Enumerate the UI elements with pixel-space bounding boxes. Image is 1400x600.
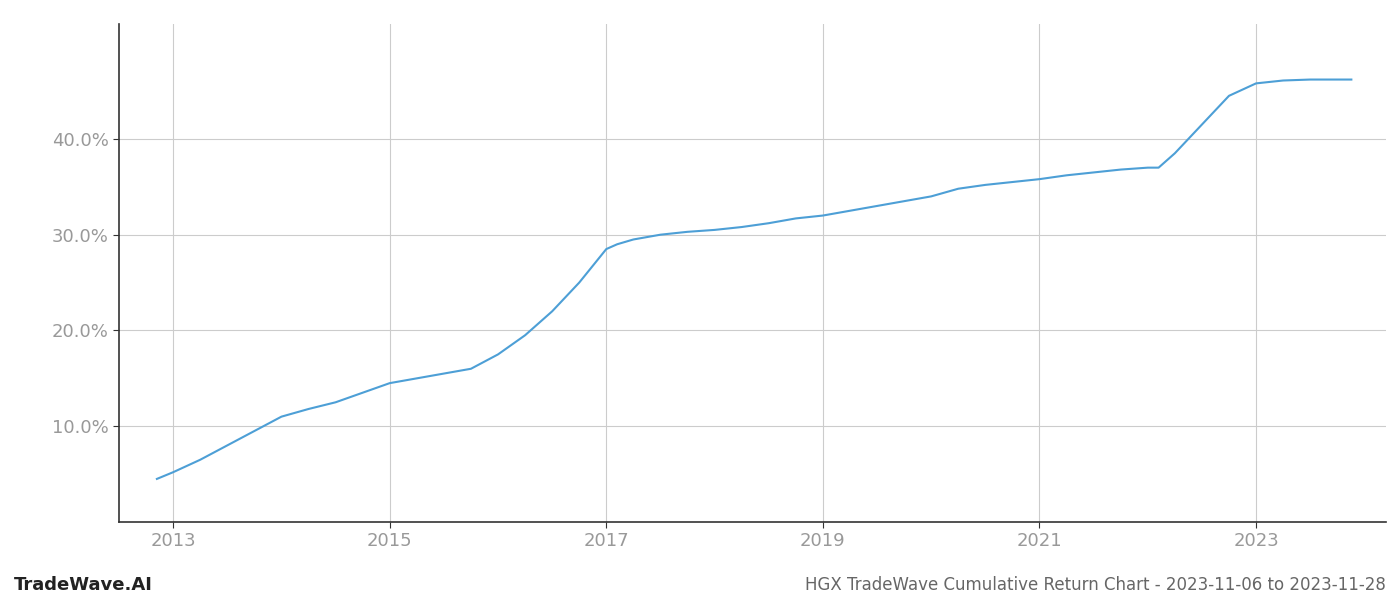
Text: HGX TradeWave Cumulative Return Chart - 2023-11-06 to 2023-11-28: HGX TradeWave Cumulative Return Chart - … <box>805 576 1386 594</box>
Text: TradeWave.AI: TradeWave.AI <box>14 576 153 594</box>
